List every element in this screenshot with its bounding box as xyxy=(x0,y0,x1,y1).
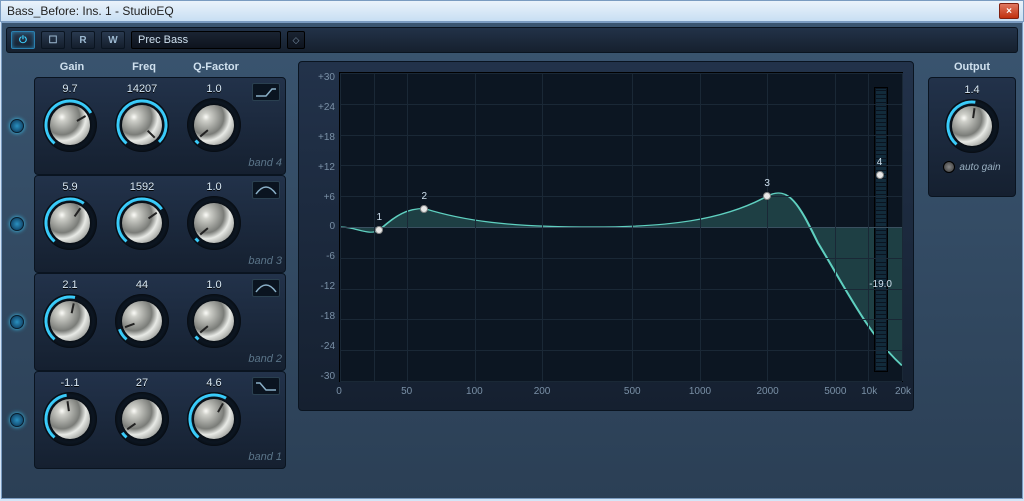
eq-graph-area[interactable]: -19.0 1234 xyxy=(339,72,903,382)
freq-value: 44 xyxy=(136,279,148,291)
gain-value: -1.1 xyxy=(61,377,80,389)
window-titlebar: Bass_Before: Ins. 1 - StudioEQ × xyxy=(0,0,1024,22)
filter-type-icon xyxy=(252,181,280,199)
band-filter-type[interactable] xyxy=(250,279,282,303)
band-label: band 3 xyxy=(248,255,282,267)
header-gain: Gain xyxy=(36,61,108,73)
q-knob-group: 1.0 xyxy=(178,83,250,152)
band-enable-toggle[interactable] xyxy=(10,315,24,329)
eq-point-1[interactable] xyxy=(375,226,383,234)
auto-gain-label: auto gain xyxy=(959,162,1000,173)
band-band3: 5.9 1592 1.0 xyxy=(6,175,286,273)
power-button[interactable]: ⏻ xyxy=(11,31,35,49)
band-enable-toggle[interactable] xyxy=(10,217,24,231)
eq-point-4[interactable] xyxy=(876,171,884,179)
q-knob[interactable] xyxy=(187,392,241,446)
auto-gain-led-icon xyxy=(943,161,955,173)
gain-knob-group: -1.1 xyxy=(34,377,106,446)
band-filter-type[interactable] xyxy=(250,377,282,401)
q-value: 1.0 xyxy=(206,279,221,291)
eq-point-label-4: 4 xyxy=(877,157,883,168)
freq-knob-group: 1592 xyxy=(106,181,178,250)
output-panel: 1.4 auto gain xyxy=(928,77,1016,197)
gain-knob[interactable] xyxy=(43,392,97,446)
band-filter-type[interactable] xyxy=(250,181,282,205)
gain-knob-group: 9.7 xyxy=(34,83,106,152)
freq-knob[interactable] xyxy=(115,392,169,446)
output-column: Output 1.4 auto gain xyxy=(926,61,1018,481)
band-label: band 2 xyxy=(248,353,282,365)
freq-value: 1592 xyxy=(130,181,154,193)
freq-value: 14207 xyxy=(127,83,158,95)
eq-point-label-3: 3 xyxy=(764,178,770,189)
meter-fill xyxy=(876,89,886,370)
preset-selector[interactable]: Prec Bass xyxy=(131,31,281,49)
graph-y-axis: +30+24+18+12+60-6-12-18-24-30 xyxy=(303,72,335,382)
window-title: Bass_Before: Ins. 1 - StudioEQ xyxy=(5,4,174,18)
write-automation-button[interactable]: W xyxy=(101,31,125,49)
band-column-headers: Gain Freq Q-Factor xyxy=(6,61,286,73)
filter-type-icon xyxy=(252,83,280,101)
preset-menu-icon[interactable]: ◇ xyxy=(287,31,305,49)
freq-knob[interactable] xyxy=(115,196,169,250)
bypass-button[interactable]: ☐ xyxy=(41,31,65,49)
gain-knob[interactable] xyxy=(43,294,97,348)
bands-column: Gain Freq Q-Factor 9.7 14207 xyxy=(6,61,286,481)
main-area: Gain Freq Q-Factor 9.7 14207 xyxy=(6,61,1018,481)
read-automation-button[interactable]: R xyxy=(71,31,95,49)
plugin-body: ⏻ ☐ R W Prec Bass ◇ Gain Freq Q-Factor 9… xyxy=(1,22,1023,499)
gain-knob-group: 2.1 xyxy=(34,279,106,348)
band-enable-toggle[interactable] xyxy=(10,413,24,427)
q-knob[interactable] xyxy=(187,98,241,152)
q-value: 1.0 xyxy=(206,83,221,95)
eq-graph-panel: +30+24+18+12+60-6-12-18-24-30 -19.0 1234… xyxy=(298,61,914,411)
gain-value: 9.7 xyxy=(62,83,77,95)
auto-gain-toggle[interactable]: auto gain xyxy=(943,161,1000,173)
band-band2: 2.1 44 1.0 xyxy=(6,273,286,371)
freq-knob-group: 27 xyxy=(106,377,178,446)
eq-point-2[interactable] xyxy=(420,205,428,213)
q-value: 1.0 xyxy=(206,181,221,193)
output-value: 1.4 xyxy=(964,84,979,96)
gain-knob-group: 5.9 xyxy=(34,181,106,250)
band-band4: 9.7 14207 1.0 xyxy=(6,77,286,175)
gain-value: 2.1 xyxy=(62,279,77,291)
eq-point-label-2: 2 xyxy=(422,191,428,202)
close-icon[interactable]: × xyxy=(999,3,1019,19)
band-label: band 1 xyxy=(248,451,282,463)
filter-type-icon xyxy=(252,279,280,297)
freq-knob[interactable] xyxy=(115,294,169,348)
q-knob-group: 1.0 xyxy=(178,279,250,348)
band-label: band 4 xyxy=(248,157,282,169)
gain-knob[interactable] xyxy=(43,98,97,152)
band-enable-toggle[interactable] xyxy=(10,119,24,133)
freq-knob-group: 44 xyxy=(106,279,178,348)
header-freq: Freq xyxy=(108,61,180,73)
filter-type-icon xyxy=(252,377,280,395)
q-value: 4.6 xyxy=(206,377,221,389)
output-gain-knob[interactable] xyxy=(945,99,999,153)
output-meter xyxy=(874,87,888,372)
gain-value: 5.9 xyxy=(62,181,77,193)
header-q: Q-Factor xyxy=(180,61,252,73)
q-knob[interactable] xyxy=(187,294,241,348)
eq-point-label-1: 1 xyxy=(377,212,383,223)
band-filter-type[interactable] xyxy=(250,83,282,107)
plugin-toolbar: ⏻ ☐ R W Prec Bass ◇ xyxy=(6,27,1018,53)
band-band1: -1.1 27 4.6 xyxy=(6,371,286,469)
output-header: Output xyxy=(954,61,990,73)
q-knob-group: 4.6 xyxy=(178,377,250,446)
graph-column: +30+24+18+12+60-6-12-18-24-30 -19.0 1234… xyxy=(298,61,914,481)
gain-knob[interactable] xyxy=(43,196,97,250)
freq-knob-group: 14207 xyxy=(106,83,178,152)
q-knob[interactable] xyxy=(187,196,241,250)
q-knob-group: 1.0 xyxy=(178,181,250,250)
freq-knob[interactable] xyxy=(115,98,169,152)
graph-x-axis: 05010020050010002000500010k20k xyxy=(339,386,903,404)
eq-point-3[interactable] xyxy=(763,192,771,200)
freq-value: 27 xyxy=(136,377,148,389)
